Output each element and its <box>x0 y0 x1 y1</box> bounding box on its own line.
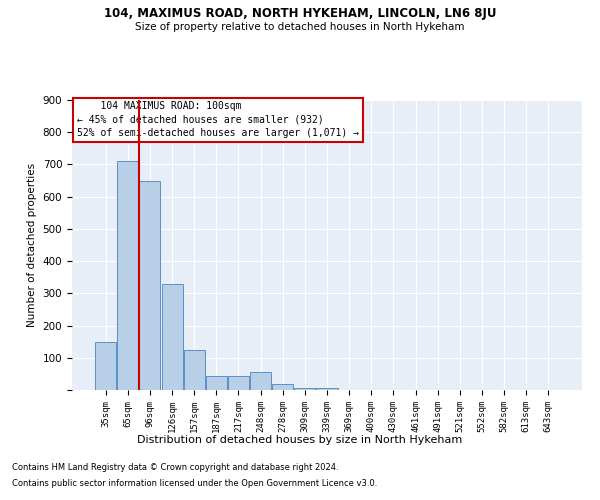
Bar <box>139 180 160 390</box>
Bar <box>95 342 116 390</box>
Text: 104, MAXIMUS ROAD, NORTH HYKEHAM, LINCOLN, LN6 8JU: 104, MAXIMUS ROAD, NORTH HYKEHAM, LINCOL… <box>104 8 496 20</box>
Text: Size of property relative to detached houses in North Hykeham: Size of property relative to detached ho… <box>135 22 465 32</box>
Bar <box>161 284 182 390</box>
Y-axis label: Number of detached properties: Number of detached properties <box>27 163 37 327</box>
Text: Contains HM Land Registry data © Crown copyright and database right 2024.: Contains HM Land Registry data © Crown c… <box>12 464 338 472</box>
Bar <box>316 388 338 390</box>
Bar <box>184 350 205 390</box>
Bar <box>118 161 139 390</box>
Text: Contains public sector information licensed under the Open Government Licence v3: Contains public sector information licen… <box>12 478 377 488</box>
Bar <box>228 376 249 390</box>
Bar <box>295 388 316 390</box>
Bar <box>206 376 227 390</box>
Bar <box>272 384 293 390</box>
Text: Distribution of detached houses by size in North Hykeham: Distribution of detached houses by size … <box>137 435 463 445</box>
Bar <box>250 372 271 390</box>
Text: 104 MAXIMUS ROAD: 100sqm
← 45% of detached houses are smaller (932)
52% of semi-: 104 MAXIMUS ROAD: 100sqm ← 45% of detach… <box>77 102 359 138</box>
